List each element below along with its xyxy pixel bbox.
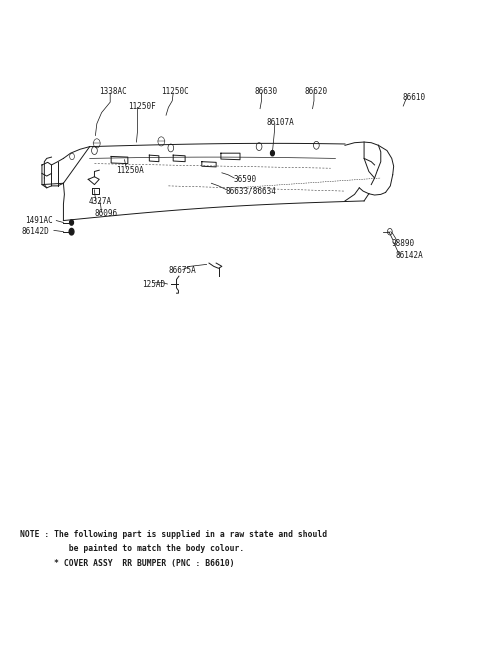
Text: 86630: 86630 [254, 87, 277, 96]
Text: 125AD: 125AD [142, 279, 165, 288]
Text: 86620: 86620 [304, 87, 327, 96]
Text: 98890: 98890 [392, 239, 415, 248]
Text: 86107A: 86107A [266, 118, 294, 127]
Text: * COVER ASSY  RR BUMPER (PNC : B6610): * COVER ASSY RR BUMPER (PNC : B6610) [21, 559, 235, 568]
Circle shape [271, 150, 275, 156]
Text: NOTE : The following part is supplied in a raw state and should: NOTE : The following part is supplied in… [21, 530, 328, 539]
Circle shape [69, 229, 74, 235]
Text: 86610: 86610 [402, 93, 425, 102]
Text: 36590: 36590 [234, 175, 257, 184]
Text: 1338AC: 1338AC [99, 87, 127, 96]
Text: 86633/86634: 86633/86634 [226, 187, 276, 196]
Text: 86675A: 86675A [168, 267, 196, 275]
Text: 4327A: 4327A [89, 197, 112, 206]
Text: 11250C: 11250C [161, 87, 189, 96]
Text: 11250F: 11250F [128, 102, 156, 110]
Text: 86142A: 86142A [396, 251, 423, 260]
Text: 86096: 86096 [95, 209, 118, 218]
Text: 86142D: 86142D [22, 227, 49, 236]
Text: 1491AC: 1491AC [25, 216, 53, 225]
Text: 11250A: 11250A [116, 166, 144, 175]
Circle shape [70, 220, 73, 225]
Text: be painted to match the body colour.: be painted to match the body colour. [21, 545, 245, 553]
